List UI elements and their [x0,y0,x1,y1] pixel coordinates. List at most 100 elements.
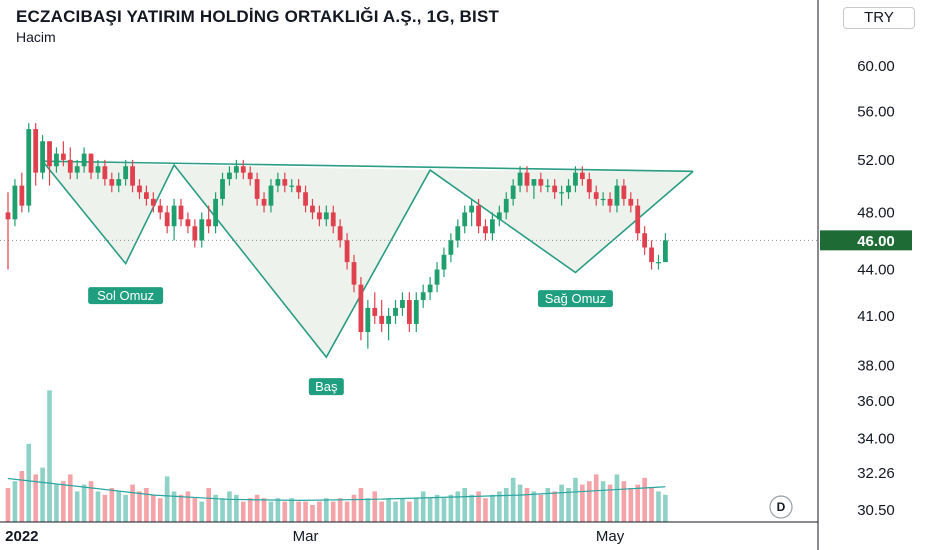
candle[interactable] [517,166,523,193]
candle[interactable] [137,179,142,199]
candle[interactable] [420,284,426,308]
candle[interactable] [109,172,115,193]
candle[interactable] [607,192,613,213]
candle[interactable] [192,219,198,248]
candle[interactable] [323,205,329,227]
candle[interactable] [413,292,419,333]
candle[interactable] [60,141,66,167]
candle[interactable] [538,172,544,193]
time-axis[interactable]: 2022 Mar May [0,521,818,545]
candle[interactable] [593,185,599,206]
candle[interactable] [150,192,156,213]
candle[interactable] [393,300,398,324]
volume-indicator-label[interactable]: Hacim [16,29,56,45]
candle[interactable] [26,123,32,213]
candle[interactable] [531,179,537,199]
candle[interactable] [469,198,475,227]
candle[interactable] [642,226,648,255]
candle[interactable] [573,166,578,193]
candle[interactable] [213,192,218,234]
candle[interactable] [268,179,274,213]
candle[interactable] [282,172,288,193]
candle[interactable] [123,159,129,186]
candle[interactable] [116,172,122,193]
candle[interactable] [400,292,405,316]
candle[interactable] [386,307,391,341]
candle[interactable] [455,219,461,248]
candle[interactable] [240,159,246,180]
candle[interactable] [95,159,101,180]
price-axis[interactable]: 60.00 56.00 52.00 48.00 44.00 41.00 38.00 36.00… [769,0,912,550]
candle[interactable] [220,172,225,206]
candle[interactable] [81,147,87,173]
candle[interactable] [358,277,364,341]
candle[interactable] [164,205,170,234]
candle[interactable] [365,300,371,349]
candle[interactable] [199,212,205,248]
candle[interactable] [33,123,39,186]
candle[interactable] [344,233,350,270]
candle[interactable] [635,198,641,241]
candle[interactable] [275,172,281,193]
candle[interactable] [656,254,661,270]
candle[interactable] [74,159,80,180]
candle[interactable] [157,198,163,220]
candle[interactable] [379,300,385,333]
candle[interactable] [40,135,45,180]
candle[interactable] [483,219,488,241]
candle[interactable] [510,179,516,206]
candle[interactable] [586,172,592,199]
candle[interactable] [227,166,232,186]
data-window-button[interactable]: D [769,495,793,519]
candle[interactable] [434,262,440,293]
candle[interactable] [144,185,149,206]
candle[interactable] [496,205,502,227]
candle[interactable] [47,141,52,186]
candle[interactable] [88,153,94,180]
candle[interactable] [351,254,357,293]
candle[interactable] [476,198,481,234]
candle[interactable] [102,159,108,186]
candle[interactable] [566,179,571,199]
candle[interactable] [600,192,606,206]
candle[interactable] [579,166,585,186]
candle[interactable] [317,205,322,227]
candle[interactable] [67,147,73,180]
candle[interactable] [628,192,634,213]
candle[interactable] [372,292,378,324]
candle[interactable] [524,166,530,193]
candle[interactable] [19,172,25,213]
candle[interactable] [448,233,454,263]
candle[interactable] [261,192,267,213]
candle[interactable] [330,205,336,234]
candle[interactable] [254,172,260,206]
currency-selector[interactable]: TRY [843,7,915,29]
candle[interactable] [406,292,412,333]
candle[interactable] [490,212,495,241]
candle[interactable] [206,205,212,234]
candle[interactable] [663,233,668,263]
candle[interactable] [233,159,239,180]
candle[interactable] [552,179,558,199]
candle[interactable] [621,179,627,206]
candle[interactable] [503,192,509,220]
candle[interactable] [310,198,315,220]
candle[interactable] [427,277,433,301]
candle[interactable] [178,198,184,227]
candle[interactable] [545,179,551,193]
candle[interactable] [337,219,343,248]
candle[interactable] [130,159,135,193]
candle[interactable] [247,166,253,186]
candle[interactable] [462,205,468,234]
candle[interactable] [441,247,447,278]
candle[interactable] [649,240,654,270]
candle[interactable] [289,179,295,193]
candle[interactable] [185,212,191,234]
candle[interactable] [559,185,564,206]
candle[interactable] [303,185,308,213]
candle[interactable] [5,192,11,270]
candle[interactable] [296,179,302,199]
candle[interactable] [614,179,620,213]
candle[interactable] [12,179,18,227]
